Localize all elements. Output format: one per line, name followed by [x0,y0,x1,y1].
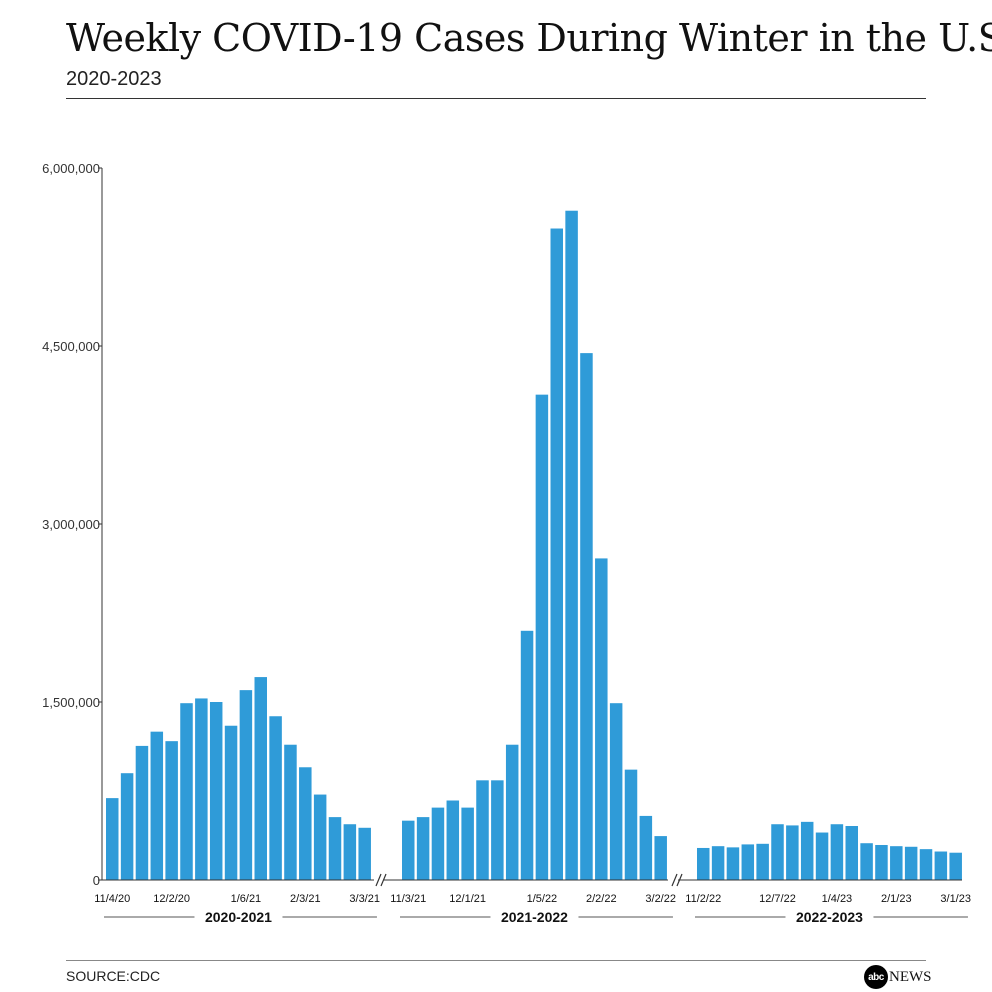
axis-break-mark [380,873,387,887]
bar-2021-2022-17 [654,836,667,880]
season-label: 2021-2022 [501,909,568,925]
bar-2020-2021-7 [209,702,223,880]
bar-2021-2022-14 [609,703,623,880]
chart-subtitle: 2020-2023 [66,68,162,90]
bar-2021-2022-5 [476,780,489,880]
bar-2020-2021-1 [120,773,134,880]
bar-2022-2023-8 [815,832,829,880]
bar-2022-2023-12 [875,844,888,880]
chart-title: Weekly COVID-19 Cases During Winter in t… [66,16,992,60]
bar-2021-2022-1 [416,817,430,880]
x-tick-label: 3/3/21 [349,893,380,905]
x-tick-label: 12/1/21 [449,893,486,905]
bar-2021-2022-0 [402,820,415,880]
y-tick-label: 1,500,000 [42,695,100,710]
bar-2021-2022-6 [491,780,504,880]
bar-2022-2023-14 [904,846,918,880]
x-tick-label: 1/6/21 [231,893,262,905]
bar-chart: 0 1,500,000 3,000,000 4,500,000 6,000,000 11/… [42,161,971,925]
bar-2021-2022-3 [446,800,460,880]
bar-2022-2023-0 [697,847,710,880]
y-tick-label: 6,000,000 [42,161,100,176]
x-tick-label: 2/3/21 [290,893,321,905]
bar-2022-2023-5 [771,824,784,880]
axis-break-mark [375,873,382,887]
bar-2021-2022-2 [431,807,445,880]
bar-2020-2021-15 [328,817,342,880]
season-label: 2022-2023 [796,909,863,925]
bar-2022-2023-10 [845,826,858,880]
source-label: SOURCE:CDC [66,968,161,984]
bar-2021-2022-11 [565,210,578,881]
bar-2022-2023-7 [800,821,814,880]
x-tick-label: 1/4/23 [822,893,853,905]
bar-2022-2023-4 [756,843,769,880]
footer-divider [66,960,926,961]
abc-logo-icon: abc [864,965,888,989]
bar-2022-2023-17 [949,852,962,880]
bar-2021-2022-10 [550,228,563,880]
bar-2021-2022-15 [624,769,638,880]
bar-2022-2023-9 [830,824,844,880]
bar-2022-2023-6 [786,825,799,880]
bar-2022-2023-3 [741,844,755,880]
bar-2022-2023-15 [919,849,933,880]
bar-2020-2021-16 [343,824,357,880]
bar-2021-2022-7 [505,744,519,880]
bar-2020-2021-6 [195,698,208,880]
bar-2020-2021-12 [284,744,297,880]
y-tick-label: 0 [93,873,100,888]
x-tick-label: 2/1/23 [881,893,912,905]
bar-2021-2022-16 [639,815,653,880]
bar-2020-2021-3 [150,731,164,880]
x-tick-label: 3/2/22 [645,893,676,905]
x-tick-label: 12/2/20 [153,893,190,905]
bar-2020-2021-4 [165,741,178,880]
bar-2022-2023-2 [726,847,740,880]
bar-2021-2022-13 [595,558,608,880]
bar-2020-2021-11 [269,716,282,880]
y-tick-label: 4,500,000 [42,339,100,354]
bar-2020-2021-8 [224,725,238,880]
x-tick-label: 11/2/22 [685,893,721,905]
bar-2021-2022-9 [535,394,549,880]
bar-2020-2021-5 [180,703,193,880]
x-tick-label: 11/4/20 [94,893,130,905]
x-tick-label: 1/5/22 [527,893,558,905]
x-tick-label: 12/7/22 [759,893,796,905]
x-tick-label: 11/3/21 [390,893,426,905]
bar-2020-2021-14 [313,794,327,880]
bar-2020-2021-13 [299,767,312,880]
bar-2022-2023-16 [934,851,948,880]
bar-2021-2022-8 [520,630,534,880]
x-tick-label: 2/2/22 [586,893,617,905]
x-tick-label: 3/1/23 [940,893,971,905]
news-logo-text: NEWS [889,968,932,985]
bar-2022-2023-11 [860,843,873,880]
header-divider [66,98,926,99]
bar-2020-2021-2 [135,745,149,880]
bar-2021-2022-12 [580,353,593,880]
axis-break-mark [671,873,678,887]
bar-2022-2023-1 [711,846,725,880]
bar-2021-2022-4 [461,807,474,880]
bar-2020-2021-9 [239,690,253,880]
bar-2020-2021-17 [358,827,371,880]
bar-2020-2021-0 [106,798,119,880]
axis-break-mark [676,873,683,887]
season-label: 2020-2021 [205,909,272,925]
y-tick-label: 3,000,000 [42,517,100,532]
bar-2020-2021-10 [254,677,267,880]
bar-2022-2023-13 [890,846,903,880]
abc-news-logo: abc NEWS [864,964,932,990]
